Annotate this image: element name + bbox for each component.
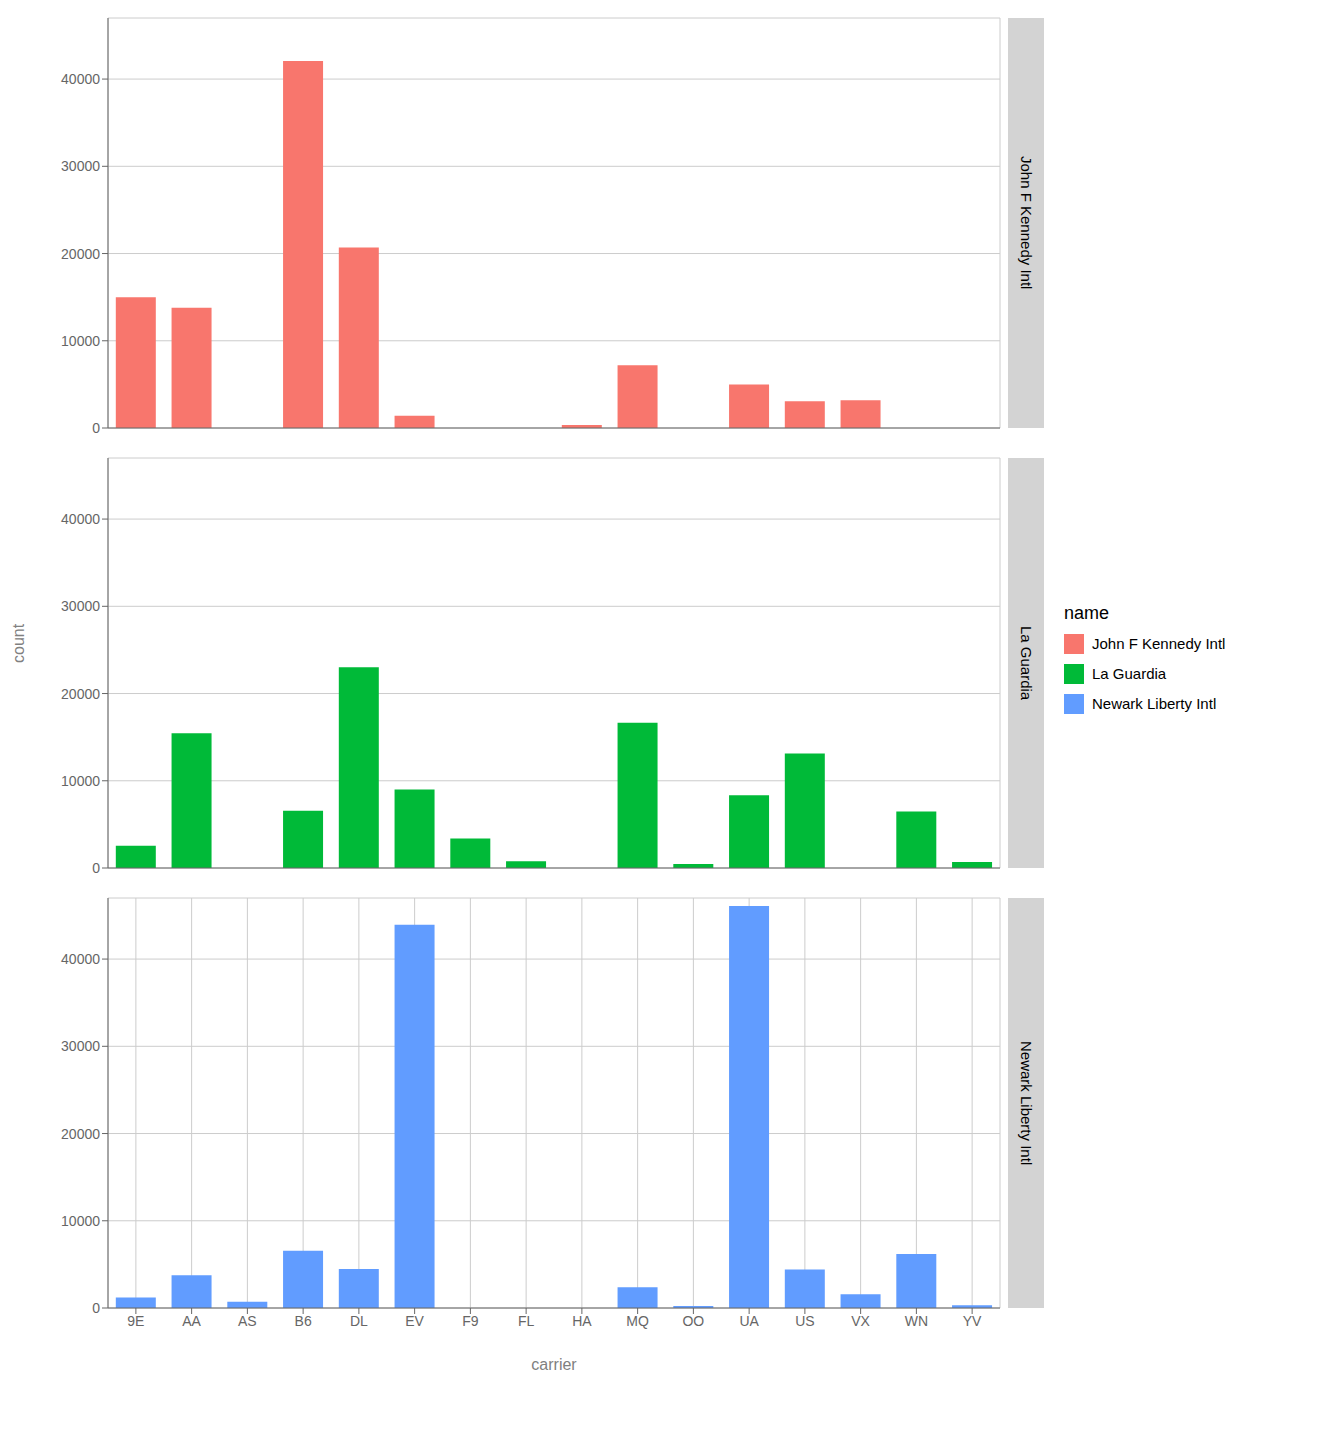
svg-text:YV: YV	[963, 1313, 982, 1329]
svg-text:EV: EV	[405, 1313, 424, 1329]
svg-text:HA: HA	[572, 1313, 592, 1329]
svg-text:10000: 10000	[61, 1213, 100, 1229]
svg-text:30000: 30000	[61, 1038, 100, 1054]
svg-text:B6: B6	[295, 1313, 312, 1329]
svg-text:10000: 10000	[61, 333, 100, 349]
svg-text:F9: F9	[462, 1313, 479, 1329]
svg-text:0: 0	[92, 420, 100, 436]
html-text:Newark Liberty Intl: Newark Liberty Intl	[1092, 695, 1217, 712]
svg-text:20000: 20000	[61, 246, 100, 262]
svg-text:US: US	[795, 1313, 814, 1329]
svg-text:OO: OO	[682, 1313, 704, 1329]
svg-text:0: 0	[92, 1300, 100, 1316]
svg-text:DL: DL	[350, 1313, 368, 1329]
svg-text:40000: 40000	[61, 71, 100, 87]
svg-text:30000: 30000	[61, 158, 100, 174]
svg-text:AA: AA	[182, 1313, 201, 1329]
html-text:La Guardia: La Guardia	[1092, 665, 1167, 682]
svg-text:MQ: MQ	[626, 1313, 649, 1329]
html-text:John F Kennedy Intl: John F Kennedy Intl	[1092, 635, 1226, 652]
html-text:La Guardia: La Guardia	[1017, 625, 1035, 701]
svg-text:FL: FL	[518, 1313, 535, 1329]
svg-text:AS: AS	[238, 1313, 257, 1329]
svg-text:carrier: carrier	[531, 1356, 577, 1372]
svg-text:30000: 30000	[61, 598, 100, 614]
svg-text:10000: 10000	[61, 773, 100, 789]
html-text:name: name	[1064, 602, 1109, 623]
svg-text:0: 0	[92, 860, 100, 876]
svg-text:40000: 40000	[61, 951, 100, 967]
html-text:Newark Liberty Intl: Newark Liberty Intl	[1017, 1040, 1035, 1166]
svg-text:40000: 40000	[61, 511, 100, 527]
svg-text:WN: WN	[905, 1313, 928, 1329]
svg-text:UA: UA	[739, 1313, 759, 1329]
html-text:John F Kennedy Intl: John F Kennedy Intl	[1017, 156, 1035, 290]
svg-text:20000: 20000	[61, 1126, 100, 1142]
svg-text:9E: 9E	[127, 1313, 144, 1329]
svg-text:count: count	[10, 623, 27, 663]
svg-text:20000: 20000	[61, 686, 100, 702]
svg-text:VX: VX	[851, 1313, 870, 1329]
